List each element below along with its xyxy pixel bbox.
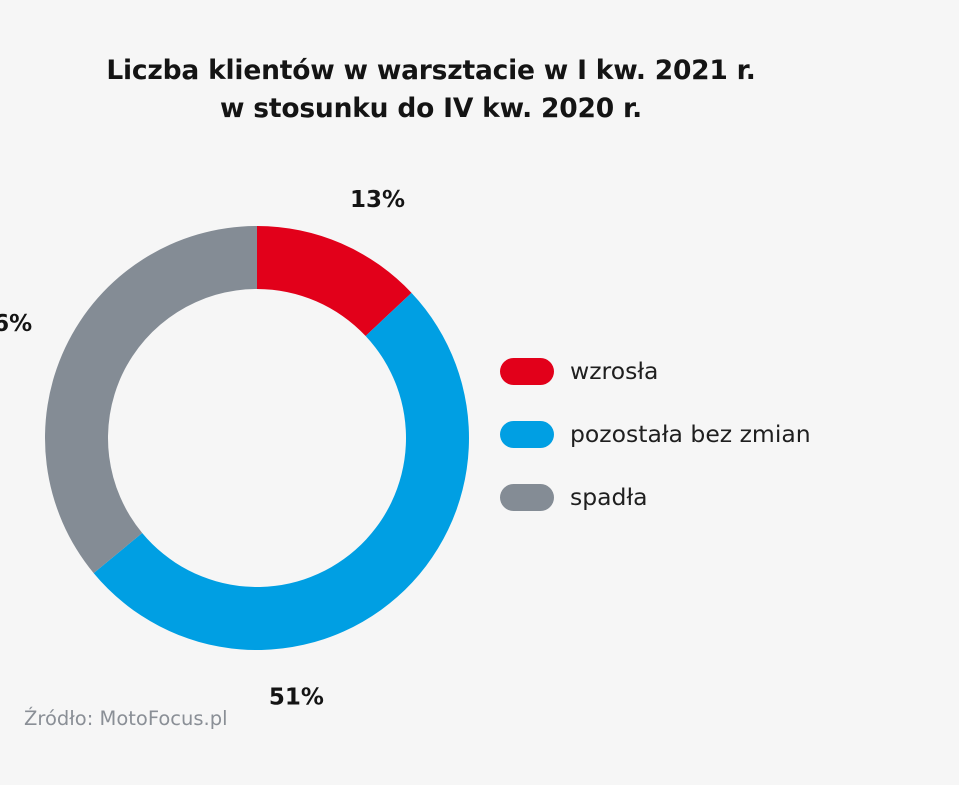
- chart-title-line-2: w stosunku do IV kw. 2020 r.: [219, 93, 642, 124]
- source-note: Źródło: MotoFocus.pl: [24, 707, 228, 730]
- legend-label-wzrosla: wzrosła: [570, 357, 659, 385]
- chart-title-line-1: Liczba klientów w warsztacie w I kw. 202…: [106, 55, 756, 86]
- legend-item-wzrosla: wzrosła: [500, 352, 811, 390]
- legend: wzrosła pozostała bez zmian spadła: [500, 352, 811, 541]
- legend-swatch-pozostala-bez-zmian: [500, 420, 554, 448]
- legend-label-spadla: spadła: [570, 483, 648, 511]
- data-label-wzrosla: 13%: [350, 187, 405, 213]
- data-label-spadla: 36%: [0, 311, 32, 337]
- chart-title: Liczba klientów w warsztacie w I kw. 202…: [0, 52, 862, 128]
- donut-slice-pozostala-bez-zmian: [93, 292, 469, 650]
- donut-slice-wzrosla: [257, 226, 412, 337]
- legend-item-spadla: spadła: [500, 478, 811, 516]
- legend-swatch-spadla: [500, 483, 554, 511]
- data-label-pozostala-bez-zmian: 51%: [269, 684, 324, 710]
- legend-item-pozostala-bez-zmian: pozostała bez zmian: [500, 415, 811, 453]
- legend-swatch-wzrosla: [500, 357, 554, 385]
- donut-slice-spadla: [44, 226, 257, 574]
- legend-label-pozostala-bez-zmian: pozostała bez zmian: [570, 420, 811, 448]
